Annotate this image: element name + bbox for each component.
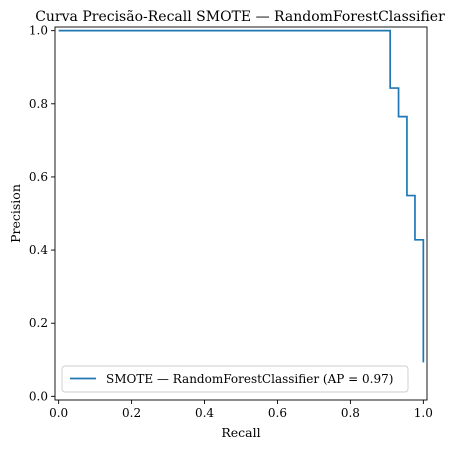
x-tick-label: 0.8: [341, 406, 360, 420]
legend-label: SMOTE — RandomForestClassifier (AP = 0.9…: [106, 372, 393, 386]
y-tick-label: 0.4: [29, 243, 48, 257]
series-line-smote-randomforest: [58, 29, 425, 363]
y-tick-label: 1.0: [29, 24, 48, 38]
x-tick-label: 0.0: [49, 406, 68, 420]
x-tick-label: 0.6: [268, 406, 287, 420]
plot-frame: [54, 26, 428, 401]
x-tick-label: 0.4: [195, 406, 214, 420]
x-tick-label: 0.2: [122, 406, 141, 420]
y-axis-label: Precision: [8, 184, 23, 243]
x-axis-label: Recall: [221, 425, 260, 440]
x-axis: 0.0 0.2 0.4 0.6 0.8 1.0: [49, 400, 433, 420]
legend-box: [61, 365, 409, 393]
y-tick-label: 0.8: [29, 97, 48, 111]
y-axis: 0.0 0.2 0.4 0.6 0.8 1.0: [29, 24, 55, 403]
y-tick-label: 0.6: [29, 170, 48, 184]
y-tick-label: 0.2: [29, 316, 48, 330]
y-tick-label: 0.0: [29, 389, 48, 403]
chart-title: Curva Precisão-Recall SMOTE — RandomFore…: [35, 9, 445, 25]
x-tick-label: 1.0: [414, 406, 433, 420]
legend: SMOTE — RandomForestClassifier (AP = 0.9…: [61, 365, 409, 393]
